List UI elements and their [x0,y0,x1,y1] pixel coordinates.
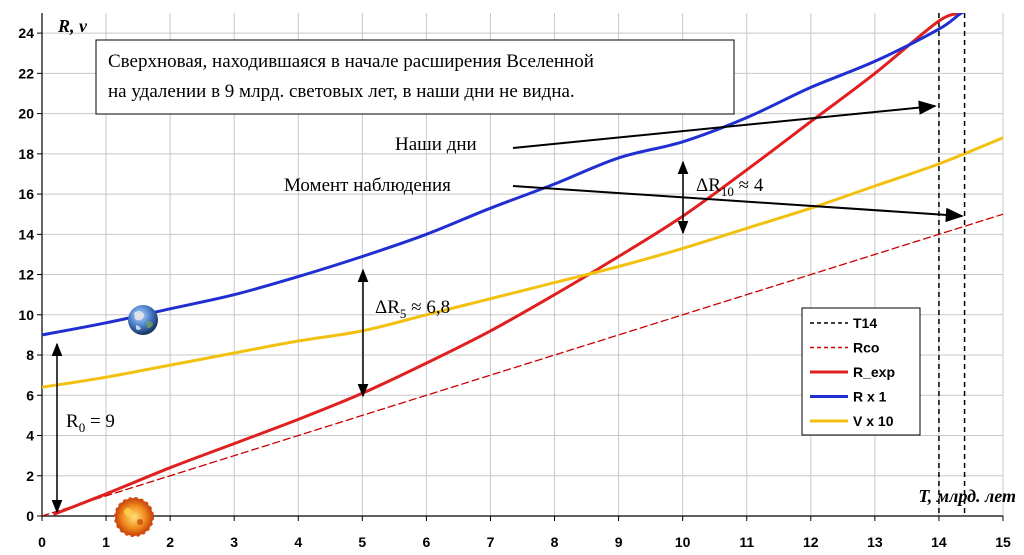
legend-label-t14: T14 [853,315,877,331]
x-tick-label: 11 [739,534,754,550]
y-tick-label: 0 [26,508,34,524]
y-tick-label: 4 [26,428,34,444]
y-tick-label: 24 [18,25,34,41]
annotation-box [95,39,735,115]
sun-icon [114,497,154,537]
x-tick-label: 8 [551,534,559,550]
legend-label-v-x-10: V x 10 [853,413,894,429]
y-axis-label: R, v [57,16,88,36]
series-r-exp [53,13,965,516]
y-tick-label: 16 [18,186,34,202]
y-tick-label: 20 [18,106,34,122]
x-tick-label: 10 [675,534,691,550]
y-tick-label: 14 [18,226,34,242]
x-axis-label: T, млрд. лет [918,486,1016,506]
legend-label-rco: Rco [853,340,879,356]
y-tick-label: 22 [18,65,34,81]
x-tick-label: 5 [358,534,366,550]
x-tick-label: 7 [487,534,495,550]
x-tick-label: 4 [294,534,302,550]
x-tick-label: 15 [995,534,1011,550]
x-tick-label: 6 [423,534,431,550]
annotation-box-line1: Сверхновая, находившаяся в начале расшир… [108,51,594,72]
x-tick-label: 14 [931,534,947,550]
tick-labels: 0 1 2 3 4 5 6 7 8 9 10 11 12 13 14 15024681012141618202… [18,25,1011,550]
legend-label-r-exp: R_exp [853,364,895,380]
x-tick-label: 13 [867,534,883,550]
x-tick-label: 3 [230,534,238,550]
y-tick-label: 12 [18,267,34,283]
earth-icon [128,305,158,335]
arrow-moment [512,185,964,223]
x-tick-label: 1 [102,534,110,550]
y-tick-label: 8 [26,347,34,363]
label-delta-r5: ΔR5 ≈ 6,8 [375,297,450,321]
legend-label-r-x-1: R x 1 [853,389,887,405]
y-tick-label: 2 [26,468,34,484]
label-nashi-dni: Наши дни [395,134,477,155]
x-tick-label: 9 [615,534,623,550]
y-tick-label: 18 [18,146,34,162]
label-delta-r10: ΔR10 ≈ 4 [696,175,764,199]
plot-area [42,13,1003,516]
series-r-x-1 [42,13,965,337]
x-tick-label: 12 [803,534,819,550]
label-r0: R0 = 9 [66,411,115,435]
series-rco [42,213,1003,516]
annotation-box-line2: на удалении в 9 млрд. световых лет, в на… [108,81,575,102]
y-tick-label: 10 [18,307,34,323]
x-tick-label: 2 [166,534,174,550]
series-group [42,13,1003,516]
axes [37,13,1004,521]
series-v-x-10 [42,136,1003,389]
label-moment: Момент наблюдения [284,175,451,196]
x-tick-label: 0 [38,534,46,550]
legend: T14 Rco R_exp R x 1 V x 10 [801,307,921,436]
y-tick-label: 6 [26,387,34,403]
arrow-nashi-dni [512,100,937,149]
